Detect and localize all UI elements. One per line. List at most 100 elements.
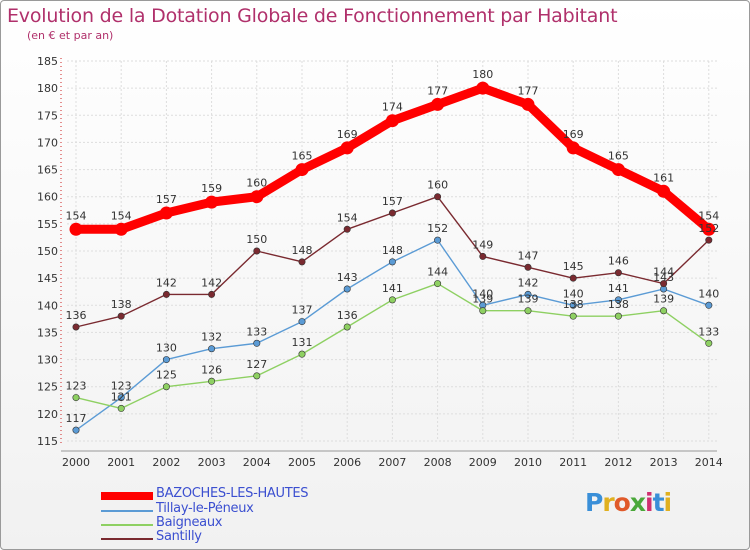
data-label: 143 xyxy=(337,271,358,284)
point-santilly xyxy=(162,290,170,298)
point-bazoches-les-hautes xyxy=(521,97,535,111)
point-baigneaux xyxy=(298,350,306,358)
data-label: 130 xyxy=(156,342,177,355)
y-tick-label: 180 xyxy=(37,82,58,95)
point-bazoches-les-hautes xyxy=(431,97,445,111)
legend-swatch-tillay xyxy=(101,510,153,512)
y-axis-ticks: 115 120 125 130 135 140 145 150 155 160 165 170 175 1… xyxy=(37,55,58,448)
point-tillay-le-p-neux xyxy=(117,394,125,402)
point-baigneaux xyxy=(660,307,668,315)
point-bazoches-les-hautes xyxy=(340,141,354,155)
data-label: 169 xyxy=(563,128,584,141)
data-label: 177 xyxy=(427,84,448,97)
data-label: 139 xyxy=(518,293,539,306)
point-tillay-le-p-neux xyxy=(253,339,261,347)
y-tick-label: 160 xyxy=(37,191,58,204)
data-label: 140 xyxy=(472,287,493,300)
x-tick-label: 2009 xyxy=(469,456,497,469)
data-label: 142 xyxy=(201,276,222,289)
data-label: 132 xyxy=(201,331,222,344)
point-tillay-le-p-neux xyxy=(705,301,713,309)
logo-letter: o xyxy=(613,488,631,517)
point-baigneaux xyxy=(388,296,396,304)
data-label: 136 xyxy=(337,309,358,322)
x-tick-label: 2010 xyxy=(514,456,542,469)
logo-letter: i xyxy=(645,488,654,517)
point-santilly xyxy=(388,209,396,217)
point-bazoches-les-hautes xyxy=(611,163,625,177)
y-tick-label: 125 xyxy=(37,381,58,394)
data-label: 146 xyxy=(608,255,629,268)
x-tick-label: 2011 xyxy=(559,456,587,469)
point-baigneaux xyxy=(524,307,532,315)
x-tick-label: 2007 xyxy=(378,456,406,469)
point-baigneaux xyxy=(614,312,622,320)
proxiti-logo[interactable]: Proxiti xyxy=(585,488,673,517)
legend-label-baigneaux: Baigneaux xyxy=(156,515,223,530)
data-label: 144 xyxy=(653,266,674,279)
data-label: 140 xyxy=(698,287,719,300)
data-label: 139 xyxy=(472,293,493,306)
axes xyxy=(60,58,717,452)
point-baigneaux xyxy=(117,404,125,412)
data-label: 165 xyxy=(292,150,313,163)
logo-letter: x xyxy=(629,488,646,517)
data-label: 174 xyxy=(382,101,403,114)
y-tick-label: 155 xyxy=(37,218,58,231)
data-label: 154 xyxy=(66,209,87,222)
data-label: 123 xyxy=(111,380,132,393)
data-label: 180 xyxy=(472,68,493,81)
chart-title: Evolution de la Dotation Globale de Fonc… xyxy=(7,5,618,27)
point-baigneaux xyxy=(72,394,80,402)
data-label: 154 xyxy=(698,209,719,222)
data-label: 152 xyxy=(427,222,448,235)
point-tillay-le-p-neux xyxy=(614,296,622,304)
data-label: 138 xyxy=(111,298,132,311)
x-tick-label: 2000 xyxy=(62,456,90,469)
legend-swatch-baigneaux xyxy=(101,524,153,526)
point-santilly xyxy=(72,323,80,331)
chart-subtitle: (en € et par an) xyxy=(27,29,114,42)
point-bazoches-les-hautes xyxy=(159,206,173,220)
x-tick-label: 2003 xyxy=(198,456,226,469)
point-santilly xyxy=(479,252,487,260)
data-label: 177 xyxy=(518,84,539,97)
series-lines xyxy=(69,81,716,434)
x-tick-label: 2006 xyxy=(333,456,361,469)
point-baigneaux xyxy=(162,383,170,391)
point-santilly xyxy=(253,247,261,255)
point-bazoches-les-hautes xyxy=(295,163,309,177)
point-bazoches-les-hautes xyxy=(566,141,580,155)
x-tick-label: 2008 xyxy=(424,456,452,469)
x-axis-ticks: 2000 2001 2002 2003 2004 2005 2006 2007 2008 2009… xyxy=(62,456,723,469)
data-label: 140 xyxy=(563,287,584,300)
data-label: 133 xyxy=(698,325,719,338)
data-label: 136 xyxy=(66,309,87,322)
point-baigneaux xyxy=(253,372,261,380)
y-tick-label: 135 xyxy=(37,326,58,339)
data-label: 159 xyxy=(201,182,222,195)
legend-swatch-santilly xyxy=(101,538,153,540)
data-label: 142 xyxy=(518,276,539,289)
point-baigneaux xyxy=(479,307,487,315)
data-label: 141 xyxy=(382,282,403,295)
logo-letter: r xyxy=(602,488,614,517)
point-bazoches-les-hautes xyxy=(657,184,671,198)
data-label: 139 xyxy=(653,293,674,306)
point-baigneaux xyxy=(343,323,351,331)
point-santilly xyxy=(569,274,577,282)
data-label: 131 xyxy=(292,336,313,349)
data-label: 161 xyxy=(653,171,674,184)
data-label: 142 xyxy=(156,276,177,289)
point-santilly xyxy=(524,263,532,271)
data-label: 121 xyxy=(111,390,132,403)
logo-letter: i xyxy=(663,488,673,517)
point-bazoches-les-hautes xyxy=(250,190,264,204)
data-label: 160 xyxy=(246,177,267,190)
legend-label-santilly: Santilly xyxy=(156,529,202,544)
x-tick-label: 2005 xyxy=(288,456,316,469)
point-tillay-le-p-neux xyxy=(72,426,80,434)
point-santilly xyxy=(705,236,713,244)
